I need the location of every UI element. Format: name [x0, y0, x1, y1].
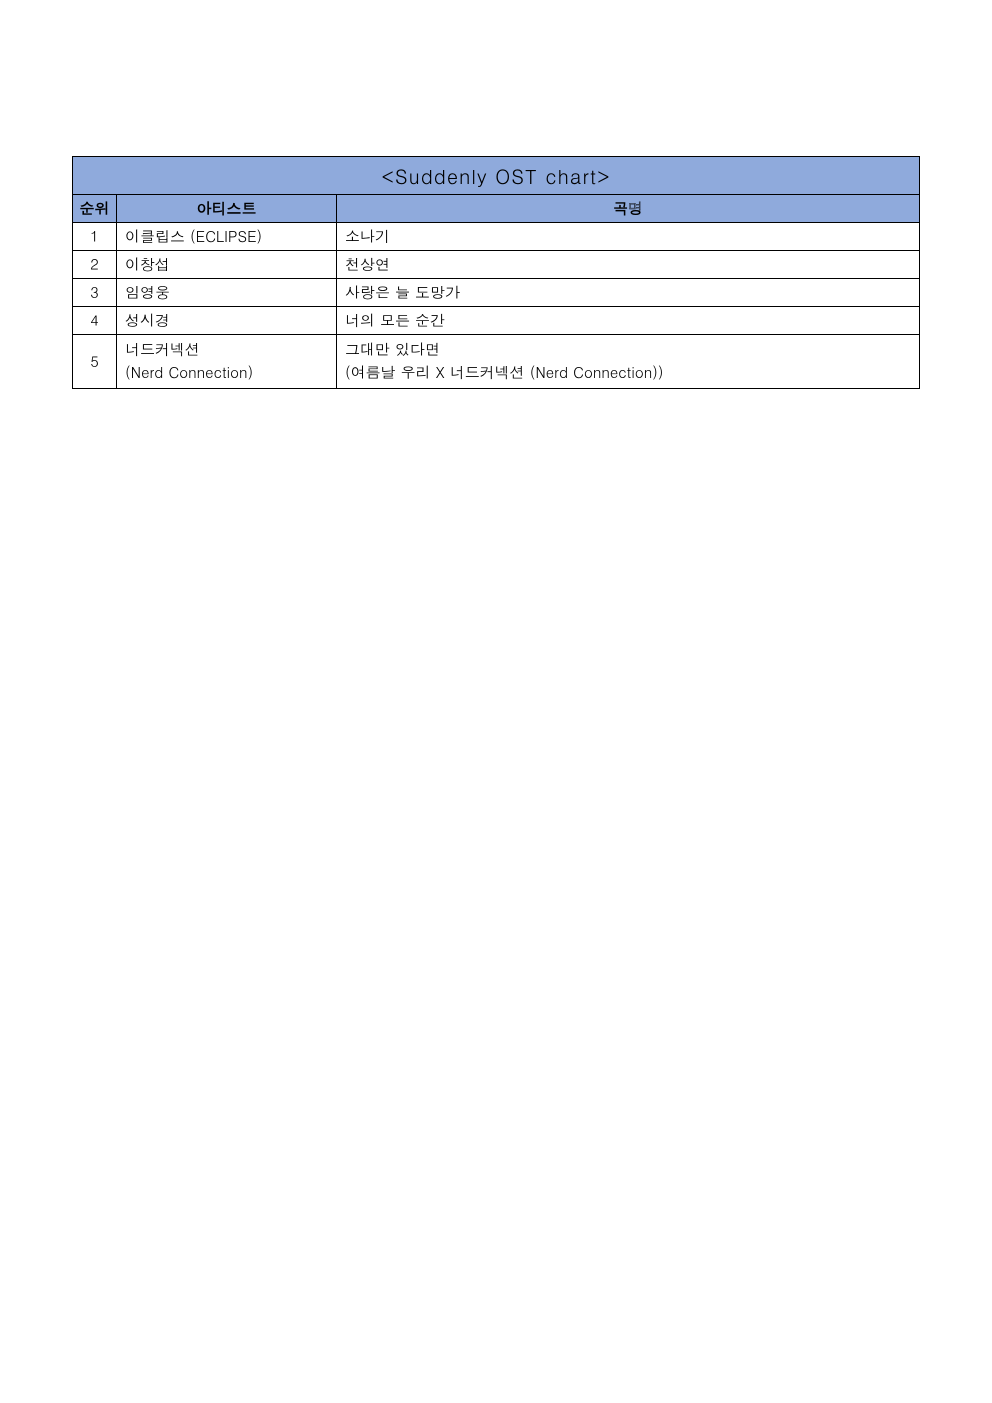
table-row: 4 성시경 너의 모든 순간: [73, 307, 920, 335]
column-header-song: 곡명: [337, 195, 920, 223]
table-row: 2 이창섭 천상연: [73, 251, 920, 279]
column-header-rank: 순위: [73, 195, 117, 223]
table-row: 5 너드커넥션 (Nerd Connection) 그대만 있다면 (여름날 우…: [73, 335, 920, 389]
rank-cell: 3: [73, 279, 117, 307]
table-title-row: <Suddenly OST chart>: [73, 157, 920, 195]
artist-cell: 이창섭: [117, 251, 337, 279]
table-title: <Suddenly OST chart>: [73, 157, 920, 195]
song-line2: (여름날 우리 X 너드커넥션 (Nerd Connection)): [345, 362, 664, 383]
artist-cell: 성시경: [117, 307, 337, 335]
column-header-artist: 아티스트: [117, 195, 337, 223]
table-header-row: 순위 아티스트 곡명: [73, 195, 920, 223]
rank-cell: 1: [73, 223, 117, 251]
song-line1: 그대만 있다면: [345, 339, 440, 360]
rank-cell: 5: [73, 335, 117, 389]
song-cell: 사랑은 늘 도망가: [337, 279, 920, 307]
table-row: 1 이클립스 (ECLIPSE) 소나기: [73, 223, 920, 251]
rank-cell: 4: [73, 307, 117, 335]
song-cell: 너의 모든 순간: [337, 307, 920, 335]
artist-cell: 이클립스 (ECLIPSE): [117, 223, 337, 251]
song-cell: 소나기: [337, 223, 920, 251]
ost-chart-table: <Suddenly OST chart> 순위 아티스트 곡명 1 이클립스 (…: [72, 156, 920, 389]
artist-line1: 너드커넥션: [125, 339, 200, 360]
song-cell: 그대만 있다면 (여름날 우리 X 너드커넥션 (Nerd Connection…: [337, 335, 920, 389]
song-cell: 천상연: [337, 251, 920, 279]
rank-cell: 2: [73, 251, 117, 279]
artist-cell: 임영웅: [117, 279, 337, 307]
table-row: 3 임영웅 사랑은 늘 도망가: [73, 279, 920, 307]
artist-line2: (Nerd Connection): [125, 362, 253, 383]
artist-cell: 너드커넥션 (Nerd Connection): [117, 335, 337, 389]
ost-chart-table-container: <Suddenly OST chart> 순위 아티스트 곡명 1 이클립스 (…: [72, 156, 920, 389]
